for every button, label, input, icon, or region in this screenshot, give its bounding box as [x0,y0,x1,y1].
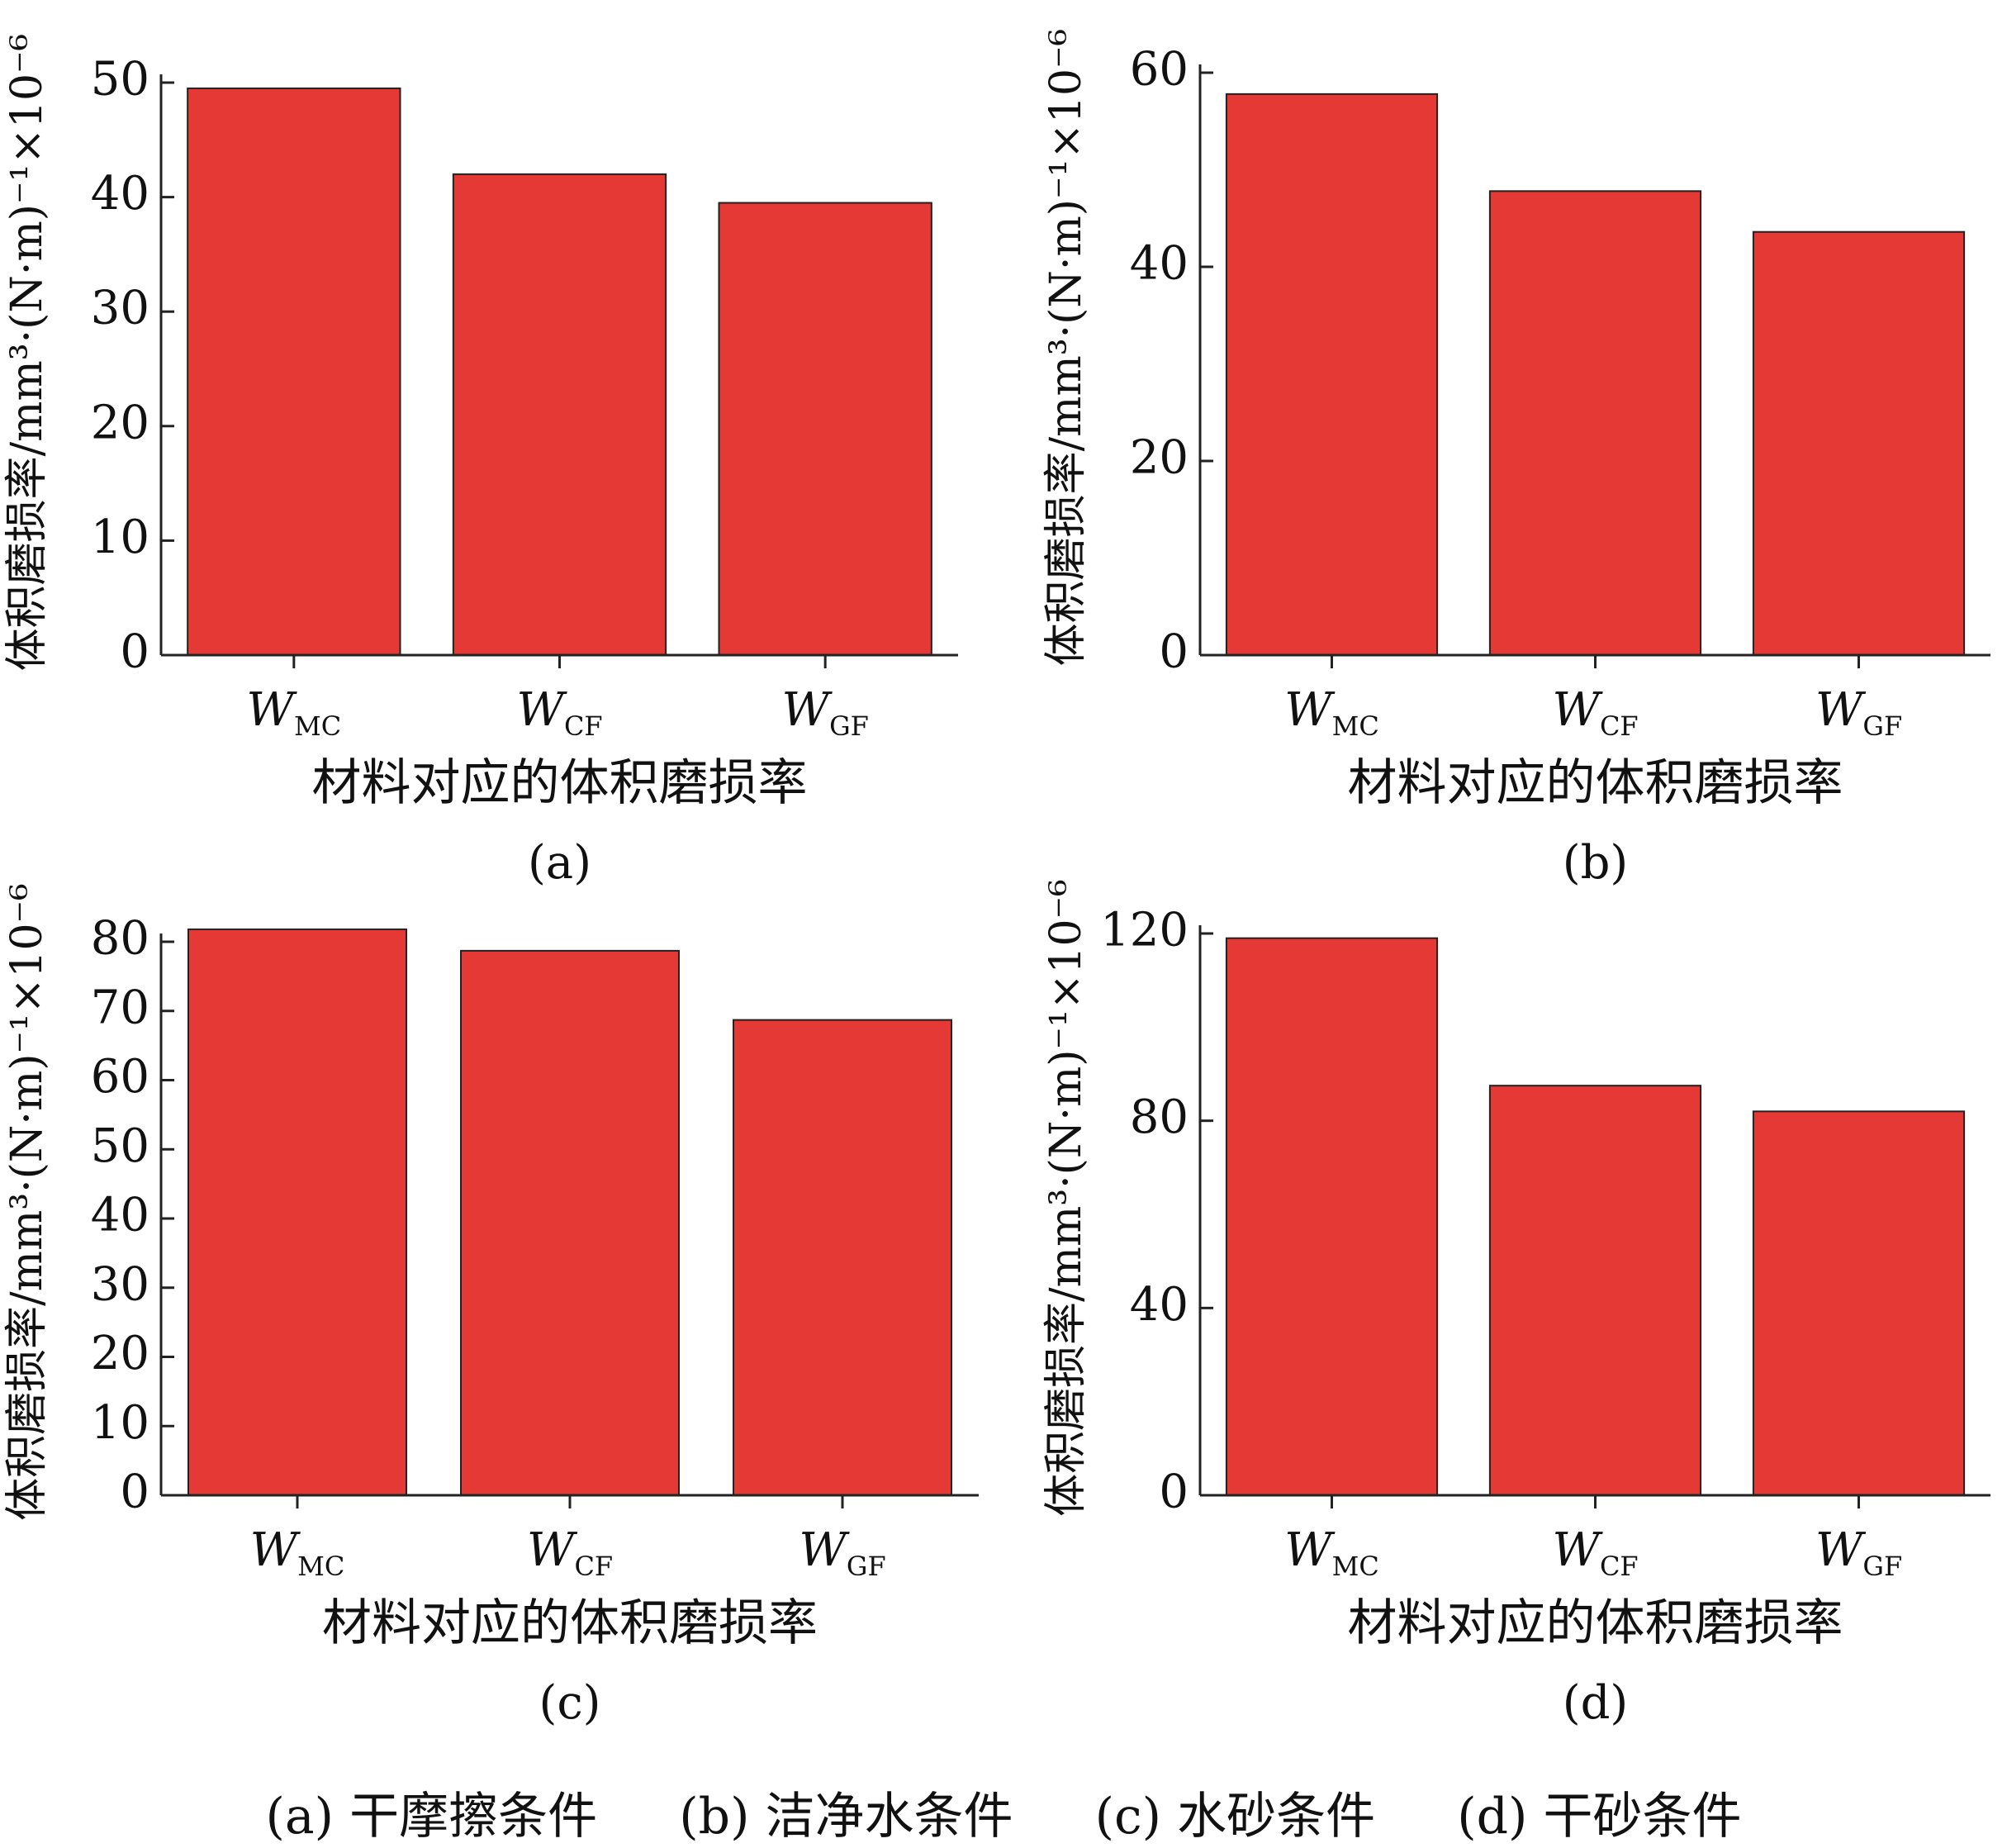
y-tick-label: 70 [91,981,149,1034]
panel-label: (a) [528,836,591,890]
x-tick-label: WCF [527,1523,613,1582]
x-tick-label: WGF [1815,1523,1902,1582]
y-tick-label: 80 [91,912,149,966]
y-tick-label: 60 [91,1050,149,1104]
bar-mc [1225,93,1439,657]
x-tick-label: WMC [250,1523,345,1582]
y-tick-label: 40 [91,167,149,221]
y-tick-label: 20 [91,396,149,449]
caption-a: (a) 干摩擦条件 [265,1788,598,1846]
bar-gf [733,1019,952,1496]
y-tick-label: 40 [1130,237,1189,291]
y-tick-label: 0 [1159,1466,1189,1519]
y-tick-label: 10 [91,1396,149,1450]
x-tick-label: WGF [1815,683,1902,742]
y-tick-label: 50 [91,1119,149,1173]
y-tick-label: 30 [91,1257,149,1311]
panel-label: (b) [1563,836,1629,890]
bar-gf [718,202,932,656]
x-axis-title: 材料对应的体积磨损率 [1348,754,1843,812]
figure-caption: (a) 干摩擦条件 (b) 洁净水条件 (c) 水砂条件 (d) 干砂条件 [0,1776,2007,1848]
bar-mc [187,87,401,657]
bar-cf [1488,190,1702,657]
chart-panel-c: 0 10 20 30 40 50 60 70 80 WMC WCF WGF 材料对应的体积磨损率 (c) 体… [2,883,979,1730]
caption-b: (b) 洁净水条件 [679,1788,1013,1846]
panel-label: (d) [1563,1676,1629,1730]
y-tick-label: 120 [1100,904,1189,957]
y-tick-label: 40 [1130,1278,1189,1332]
x-tick-label: WMC [246,683,341,742]
x-axis-title: 材料对应的体积磨损率 [1348,1594,1843,1652]
y-axis-title: 体积磨损率/mm³·(N·m)⁻¹×10⁻⁶ [2,34,52,672]
bar-cf [1488,1085,1702,1496]
y-tick-label: 60 [1130,43,1189,97]
x-tick-label: WGF [782,683,869,742]
x-axis-title: 材料对应的体积磨损率 [322,1594,818,1652]
x-tick-label: WCF [516,683,602,742]
bar-mc [187,928,407,1497]
y-axis-title: 体积磨损率/mm³·(N·m)⁻¹×10⁻⁶ [1041,879,1091,1517]
bar-cf [452,173,667,656]
x-tick-label: WMC [1284,1523,1379,1582]
y-tick-label: 50 [91,53,149,107]
y-axis-title: 体积磨损率/mm³·(N·m)⁻¹×10⁻⁶ [2,883,52,1521]
y-tick-label: 20 [1130,431,1189,485]
chart-panel-b: 0 20 40 60 WMC WCF WGF 材料对应的体积磨损率 (b) 体积磨损率/mm³·(… [1041,29,1990,890]
x-tick-label: WCF [1552,1523,1638,1582]
y-axis-title: 体积磨损率/mm³·(N·m)⁻¹×10⁻⁶ [1041,29,1091,667]
bar-mc [1225,937,1439,1496]
y-tick-label: 40 [91,1189,149,1242]
caption-d: (d) 干砂条件 [1457,1788,1742,1846]
caption-c: (c) 水砂条件 [1094,1788,1376,1846]
y-tick-label: 0 [120,1466,149,1519]
chart-panel-d: 0 40 80 120 WMC WCF WGF 材料对应的体积磨损率 (d) 体积磨损率/mm³·… [1041,879,1990,1730]
panel-label: (c) [539,1676,600,1730]
y-tick-label: 0 [1159,625,1189,679]
x-axis-title: 材料对应的体积磨损率 [312,754,808,812]
bar-cf [460,949,680,1496]
y-tick-label: 10 [91,511,149,564]
bar-gf [1752,1110,1966,1497]
x-tick-label: WMC [1284,683,1379,742]
x-tick-label: WGF [799,1523,885,1582]
bar-gf [1752,230,1966,656]
y-tick-label: 0 [120,625,149,679]
x-tick-label: WCF [1552,683,1638,742]
y-tick-label: 80 [1130,1090,1189,1144]
chart-panel-a: 0 10 20 30 40 50 WMC WCF WGF 材料对应的体积磨损率 (a) 体积磨损率/m… [2,34,958,890]
y-tick-label: 20 [91,1327,149,1380]
y-tick-label: 30 [91,282,149,335]
